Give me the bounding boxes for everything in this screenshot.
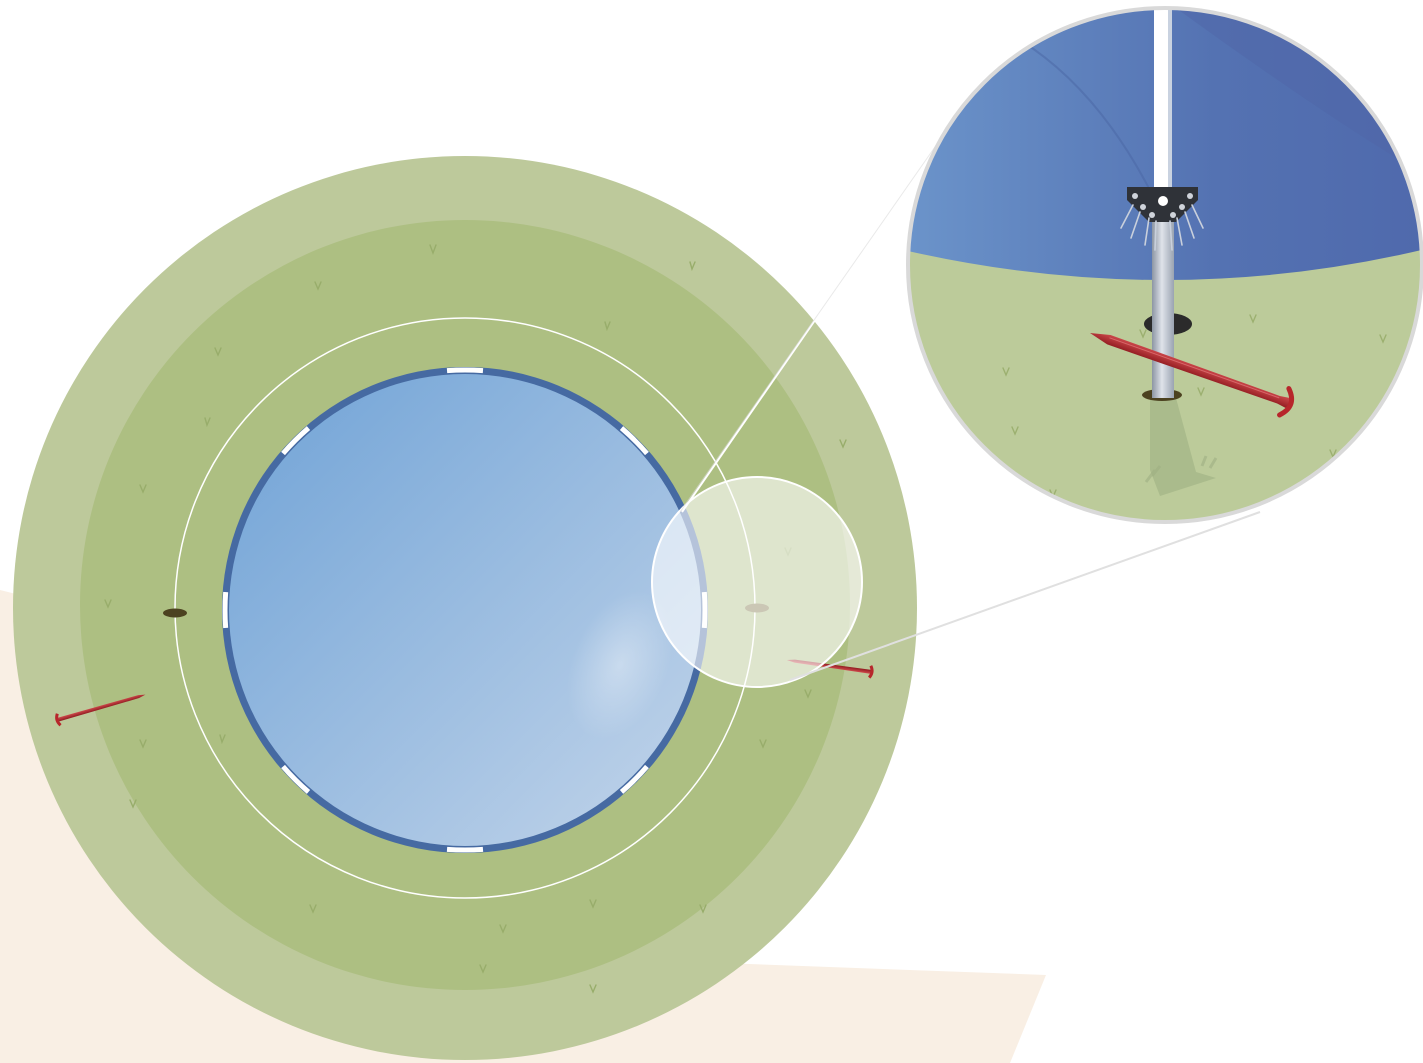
zoom-callout: [906, 6, 1423, 524]
frame-pad-gap: [281, 426, 311, 456]
magnifier-lens: [651, 476, 863, 688]
ground-stake-icon: [1090, 333, 1295, 418]
mat-reflection: [566, 590, 674, 740]
leg-hole-icon: [163, 608, 187, 618]
zoom-border: [906, 6, 1423, 524]
frame-pad-gap: [222, 591, 229, 629]
frame-pad-gap: [619, 426, 649, 456]
frame-pad-gap: [281, 764, 311, 794]
leg-shadow: [1150, 398, 1216, 496]
frame-pad-gap: [619, 764, 649, 794]
callout-line: [679, 133, 945, 513]
frame-pad-gap: [446, 367, 484, 374]
frame-tube: [1154, 9, 1172, 195]
frame-pad-gap: [446, 846, 484, 853]
ground-stake-icon: [55, 694, 146, 727]
mounting-bracket-icon: [1120, 187, 1204, 251]
callout-line: [789, 511, 1261, 681]
